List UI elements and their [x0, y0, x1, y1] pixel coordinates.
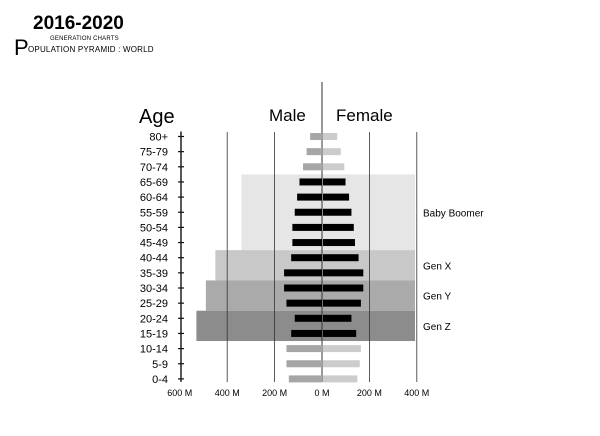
x-tick-label: 400 M — [404, 388, 429, 398]
bar-male-80 — [310, 133, 322, 140]
age-label-5-9: 5-9 — [152, 359, 168, 371]
bar-female-5-9 — [323, 360, 360, 368]
bar-male-20-24 — [294, 314, 322, 322]
bar-female-35-39 — [323, 269, 364, 277]
x-tick-label: 400 M — [215, 388, 240, 398]
bar-male-10-14 — [286, 345, 322, 353]
bar-male-45-49 — [292, 239, 322, 247]
generation-label-gen-x: Gen X — [423, 261, 452, 272]
bar-female-40-44 — [323, 254, 359, 262]
age-label-60-64: 60-64 — [140, 192, 168, 204]
x-tick-label: 600 M — [167, 388, 192, 398]
bar-male-60-64 — [297, 193, 322, 201]
bar-female-80 — [323, 133, 338, 140]
female-label: Female — [336, 106, 393, 125]
bar-female-55-59 — [323, 208, 352, 216]
bar-female-50-54 — [323, 223, 354, 231]
chart-years-title: 2016-2020 — [33, 13, 124, 34]
age-label-80: 80+ — [149, 132, 168, 144]
age-label-20-24: 20-24 — [140, 313, 168, 325]
bar-female-20-24 — [323, 314, 352, 322]
age-label-15-19: 15-19 — [140, 328, 168, 340]
age-label-65-69: 65-69 — [140, 177, 168, 189]
x-tick-label: 0 M — [314, 388, 329, 398]
bar-male-40-44 — [291, 254, 322, 262]
bar-male-35-39 — [284, 269, 322, 277]
bar-male-55-59 — [294, 208, 322, 216]
x-axis-tick-labels: 600 M 400 M 200 M 0 M 200 M 400 M — [167, 388, 429, 398]
male-label: Male — [269, 106, 306, 125]
bar-male-65-69 — [299, 178, 322, 186]
bar-male-25-29 — [286, 299, 322, 307]
chart-subtitle: GENERATION CHARTS — [50, 36, 119, 42]
x-tick-label: 200 M — [262, 388, 287, 398]
age-label-40-44: 40-44 — [140, 253, 168, 265]
bar-female-75-79 — [323, 148, 341, 156]
age-label-0-4: 0-4 — [152, 374, 168, 386]
bar-male-15-19 — [291, 329, 322, 337]
age-label-30-34: 30-34 — [140, 283, 168, 295]
bars — [284, 133, 364, 383]
bar-female-10-14 — [323, 345, 361, 353]
bar-male-5-9 — [286, 360, 322, 368]
age-label-55-59: 55-59 — [140, 207, 168, 219]
generation-labels: Baby Boomer Gen X Gen Y Gen Z — [423, 208, 484, 333]
bar-female-65-69 — [323, 178, 346, 186]
age-label-75-79: 75-79 — [140, 147, 168, 159]
generation-label-gen-y: Gen Y — [423, 292, 451, 303]
x-tick-label: 200 M — [357, 388, 382, 398]
bar-male-50-54 — [292, 223, 322, 231]
chart-title: OPULATION PYRAMID : WORLD — [28, 45, 154, 54]
bar-female-70-74 — [323, 163, 345, 171]
age-axis: 80+ 75-79 70-74 65-69 60-64 55-59 50-54 45-49 40… — [140, 131, 184, 386]
bar-female-30-34 — [323, 284, 364, 292]
age-label-25-29: 25-29 — [140, 298, 168, 310]
bar-female-60-64 — [323, 193, 350, 201]
bar-female-45-49 — [323, 239, 355, 247]
age-axis-label: Age — [139, 106, 175, 128]
bar-male-70-74 — [303, 163, 322, 171]
bar-male-0-4 — [288, 375, 322, 383]
bar-male-75-79 — [306, 148, 322, 156]
age-label-10-14: 10-14 — [140, 344, 168, 356]
age-label-45-49: 45-49 — [140, 238, 168, 250]
bar-female-15-19 — [323, 329, 357, 337]
bar-female-25-29 — [323, 299, 361, 307]
age-label-70-74: 70-74 — [140, 162, 168, 174]
chart-title-initial: P — [14, 35, 29, 60]
generation-label-gen-z: Gen Z — [423, 322, 451, 333]
bar-female-0-4 — [323, 375, 358, 383]
age-label-50-54: 50-54 — [140, 222, 168, 234]
bar-male-30-34 — [284, 284, 322, 292]
age-label-35-39: 35-39 — [140, 268, 168, 280]
generation-label-baby-boomer: Baby Boomer — [423, 208, 484, 219]
